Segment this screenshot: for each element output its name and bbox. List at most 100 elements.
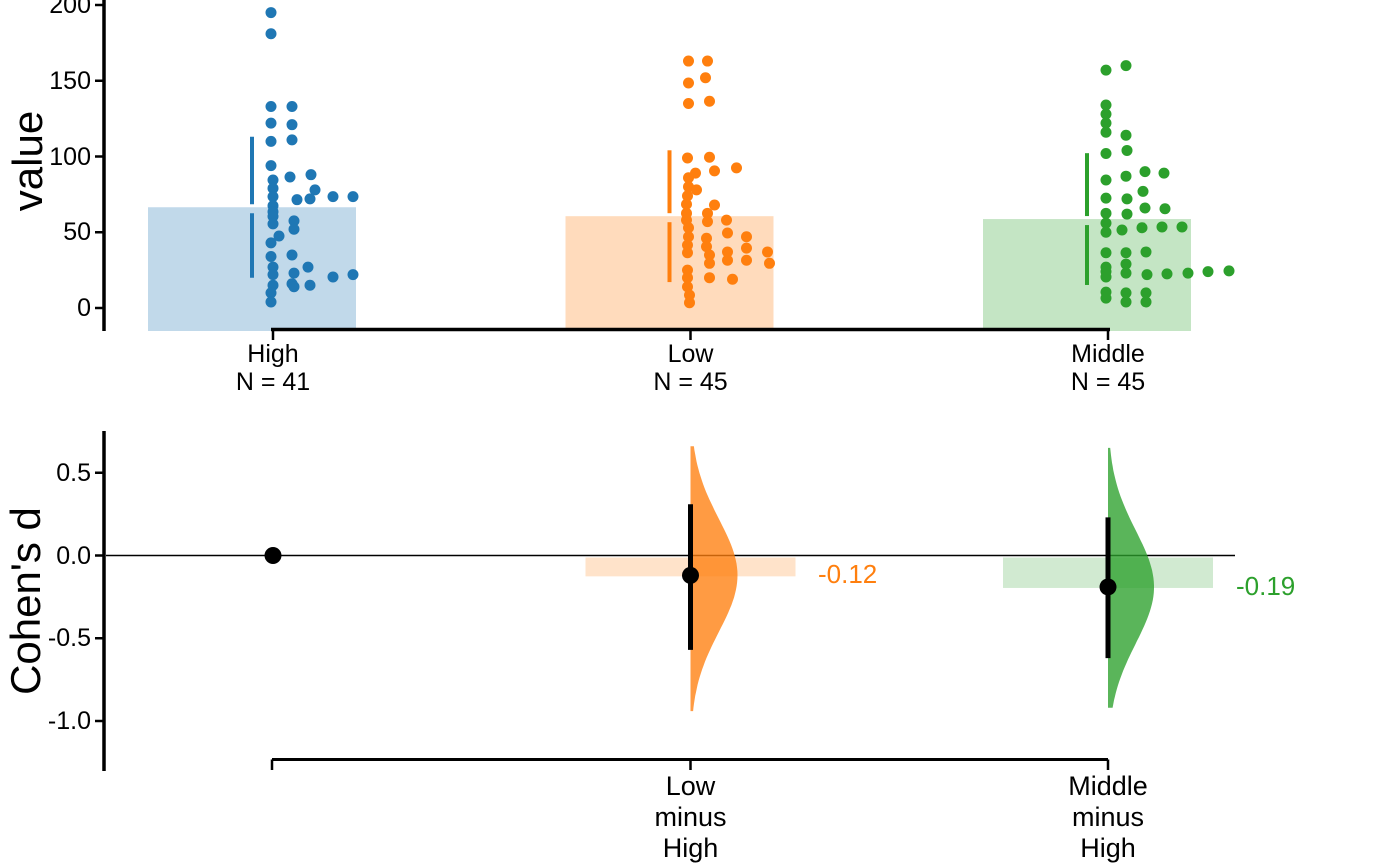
top-y-tick-label: 0 — [77, 294, 91, 322]
swarm-dot-high — [327, 191, 339, 203]
swarm-dot-low — [704, 95, 715, 107]
swarm-dot-high — [302, 261, 314, 273]
swarm-dot-middle — [1156, 221, 1168, 233]
swarm-dot-low — [709, 199, 720, 211]
swarm-dot-high — [288, 267, 300, 279]
swarm-dot-middle — [1100, 99, 1112, 111]
swarm-dot-high — [286, 134, 298, 146]
group-label-high: High N = 41 — [153, 340, 393, 396]
swarm-dot-low — [741, 254, 752, 266]
swarm-dot-low — [709, 165, 720, 177]
swarm-dot-middle — [1116, 224, 1128, 236]
comparison-label-low-minus-high: Low minus High — [571, 771, 811, 864]
violin-low-minus-high — [690, 446, 738, 712]
swarm-dot-low — [727, 273, 738, 285]
swarm-dot-low — [741, 242, 752, 254]
swarm-dot-middle — [1140, 287, 1152, 299]
swarm-dot-middle — [1202, 266, 1214, 278]
swarm-dot-low — [702, 207, 713, 219]
swarm-dot-high — [286, 101, 298, 113]
swarm-dot-middle — [1176, 221, 1188, 233]
comparison-label-line: Low — [665, 771, 716, 801]
swarm-dot-high — [288, 281, 300, 293]
swarm-dot-high — [265, 250, 277, 262]
swarm-dot-low — [681, 198, 692, 210]
comparison-label-line: minus — [1071, 802, 1145, 832]
swarm-dot-low — [682, 239, 693, 251]
swarm-dot-middle — [1100, 108, 1112, 120]
swarm-dot-middle — [1100, 117, 1112, 129]
swarm-dot-low — [683, 172, 694, 184]
swarm-dot-high — [267, 210, 279, 222]
bottom-y-tick-label: 0.5 — [56, 458, 91, 487]
swarm-dot-high — [265, 28, 277, 40]
swarm-dot-low — [701, 241, 712, 253]
swarm-dot-middle — [1100, 217, 1112, 229]
group-label-line: High — [247, 340, 299, 368]
swarm-dot-middle — [1121, 208, 1133, 220]
swarm-dot-low — [701, 232, 712, 244]
swarm-dot-middle — [1139, 202, 1151, 214]
comparison-label-line: High — [662, 833, 719, 863]
swarm-dot-low — [682, 152, 693, 164]
swarm-dot-middle — [1120, 267, 1132, 279]
bottom-y-tick-label: 0.0 — [56, 541, 91, 570]
swarm-dot-low — [704, 272, 715, 284]
violin-middle-minus-high — [1108, 447, 1154, 708]
swarm-dot-middle — [1120, 258, 1132, 270]
swarm-dot-low — [704, 151, 715, 163]
swarm-dot-high — [284, 171, 296, 183]
swarm-dot-middle — [1120, 247, 1132, 259]
swarm-dot-low — [700, 72, 711, 84]
swarm-dot-middle — [1161, 268, 1173, 280]
swarm-dot-middle — [1100, 174, 1112, 186]
swarm-dot-high — [265, 237, 277, 249]
swarm-dot-low — [682, 272, 693, 284]
swarm-dot-low — [683, 231, 694, 243]
swarm-dot-low — [704, 257, 715, 269]
comparison-label-line: Middle — [1068, 771, 1148, 801]
swarm-dot-middle — [1100, 207, 1112, 219]
swarm-dot-high — [286, 249, 298, 261]
effect-label-middle-minus-high: -0.19 — [1236, 571, 1296, 601]
group-label-line: N = 41 — [235, 368, 311, 396]
group-label-line: N = 45 — [1070, 368, 1146, 396]
swarm-dot-low — [722, 227, 733, 239]
reference-dot-high — [264, 547, 282, 564]
swarm-dot-low — [722, 254, 733, 266]
swarm-dot-high — [304, 279, 316, 291]
swarm-dot-high — [347, 269, 359, 281]
bottom-y-tick-label: -0.5 — [47, 624, 91, 653]
swarm-dot-middle — [1100, 226, 1112, 238]
effect-dot-middle — [1099, 578, 1117, 596]
swarm-dot-low — [682, 190, 693, 202]
swarm-dot-high — [265, 287, 277, 299]
comparison-label-middle-minus-high: Middle minus High — [988, 771, 1228, 864]
swarm-dot-high — [327, 271, 339, 283]
swarm-dot-high — [267, 218, 279, 230]
swarm-dot-low — [702, 216, 713, 228]
swarm-dot-middle — [1100, 192, 1112, 204]
swarm-dot-middle — [1100, 147, 1112, 159]
swarm-dot-low — [682, 264, 693, 276]
effect-dot-low — [682, 566, 699, 584]
swarm-dot-middle — [1100, 292, 1112, 304]
swarm-dot-high — [288, 223, 300, 235]
swarm-dot-low — [721, 214, 732, 226]
swarm-dot-middle — [1158, 167, 1170, 179]
top-y-tick-label: 100 — [49, 142, 91, 171]
swarm-dot-middle — [1100, 247, 1112, 259]
swarm-dot-low — [702, 55, 713, 67]
swarm-dot-middle — [1121, 193, 1133, 205]
group-label-middle: Middle N = 45 — [988, 340, 1228, 396]
swarm-dot-low — [683, 55, 694, 67]
group-label-low: Low N = 45 — [571, 340, 811, 396]
effect-label-low-minus-high: -0.12 — [818, 559, 878, 589]
comparison-label-line: minus — [654, 802, 727, 832]
swarm-dot-middle — [1139, 166, 1151, 178]
swarm-dot-high — [265, 160, 277, 172]
swarm-dot-middle — [1223, 265, 1235, 277]
group-label-line: Middle — [1071, 340, 1145, 368]
